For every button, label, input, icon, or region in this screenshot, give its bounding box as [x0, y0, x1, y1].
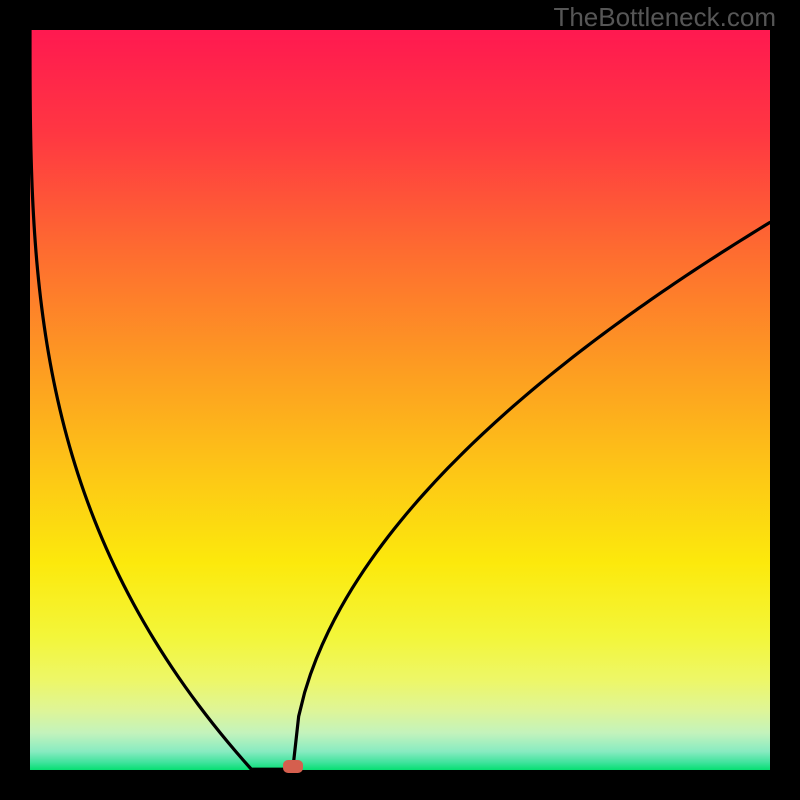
chart-frame: TheBottleneck.com [0, 0, 800, 800]
watermark-text: TheBottleneck.com [553, 2, 776, 33]
bottleneck-marker [283, 760, 303, 773]
chart-svg [0, 0, 800, 800]
